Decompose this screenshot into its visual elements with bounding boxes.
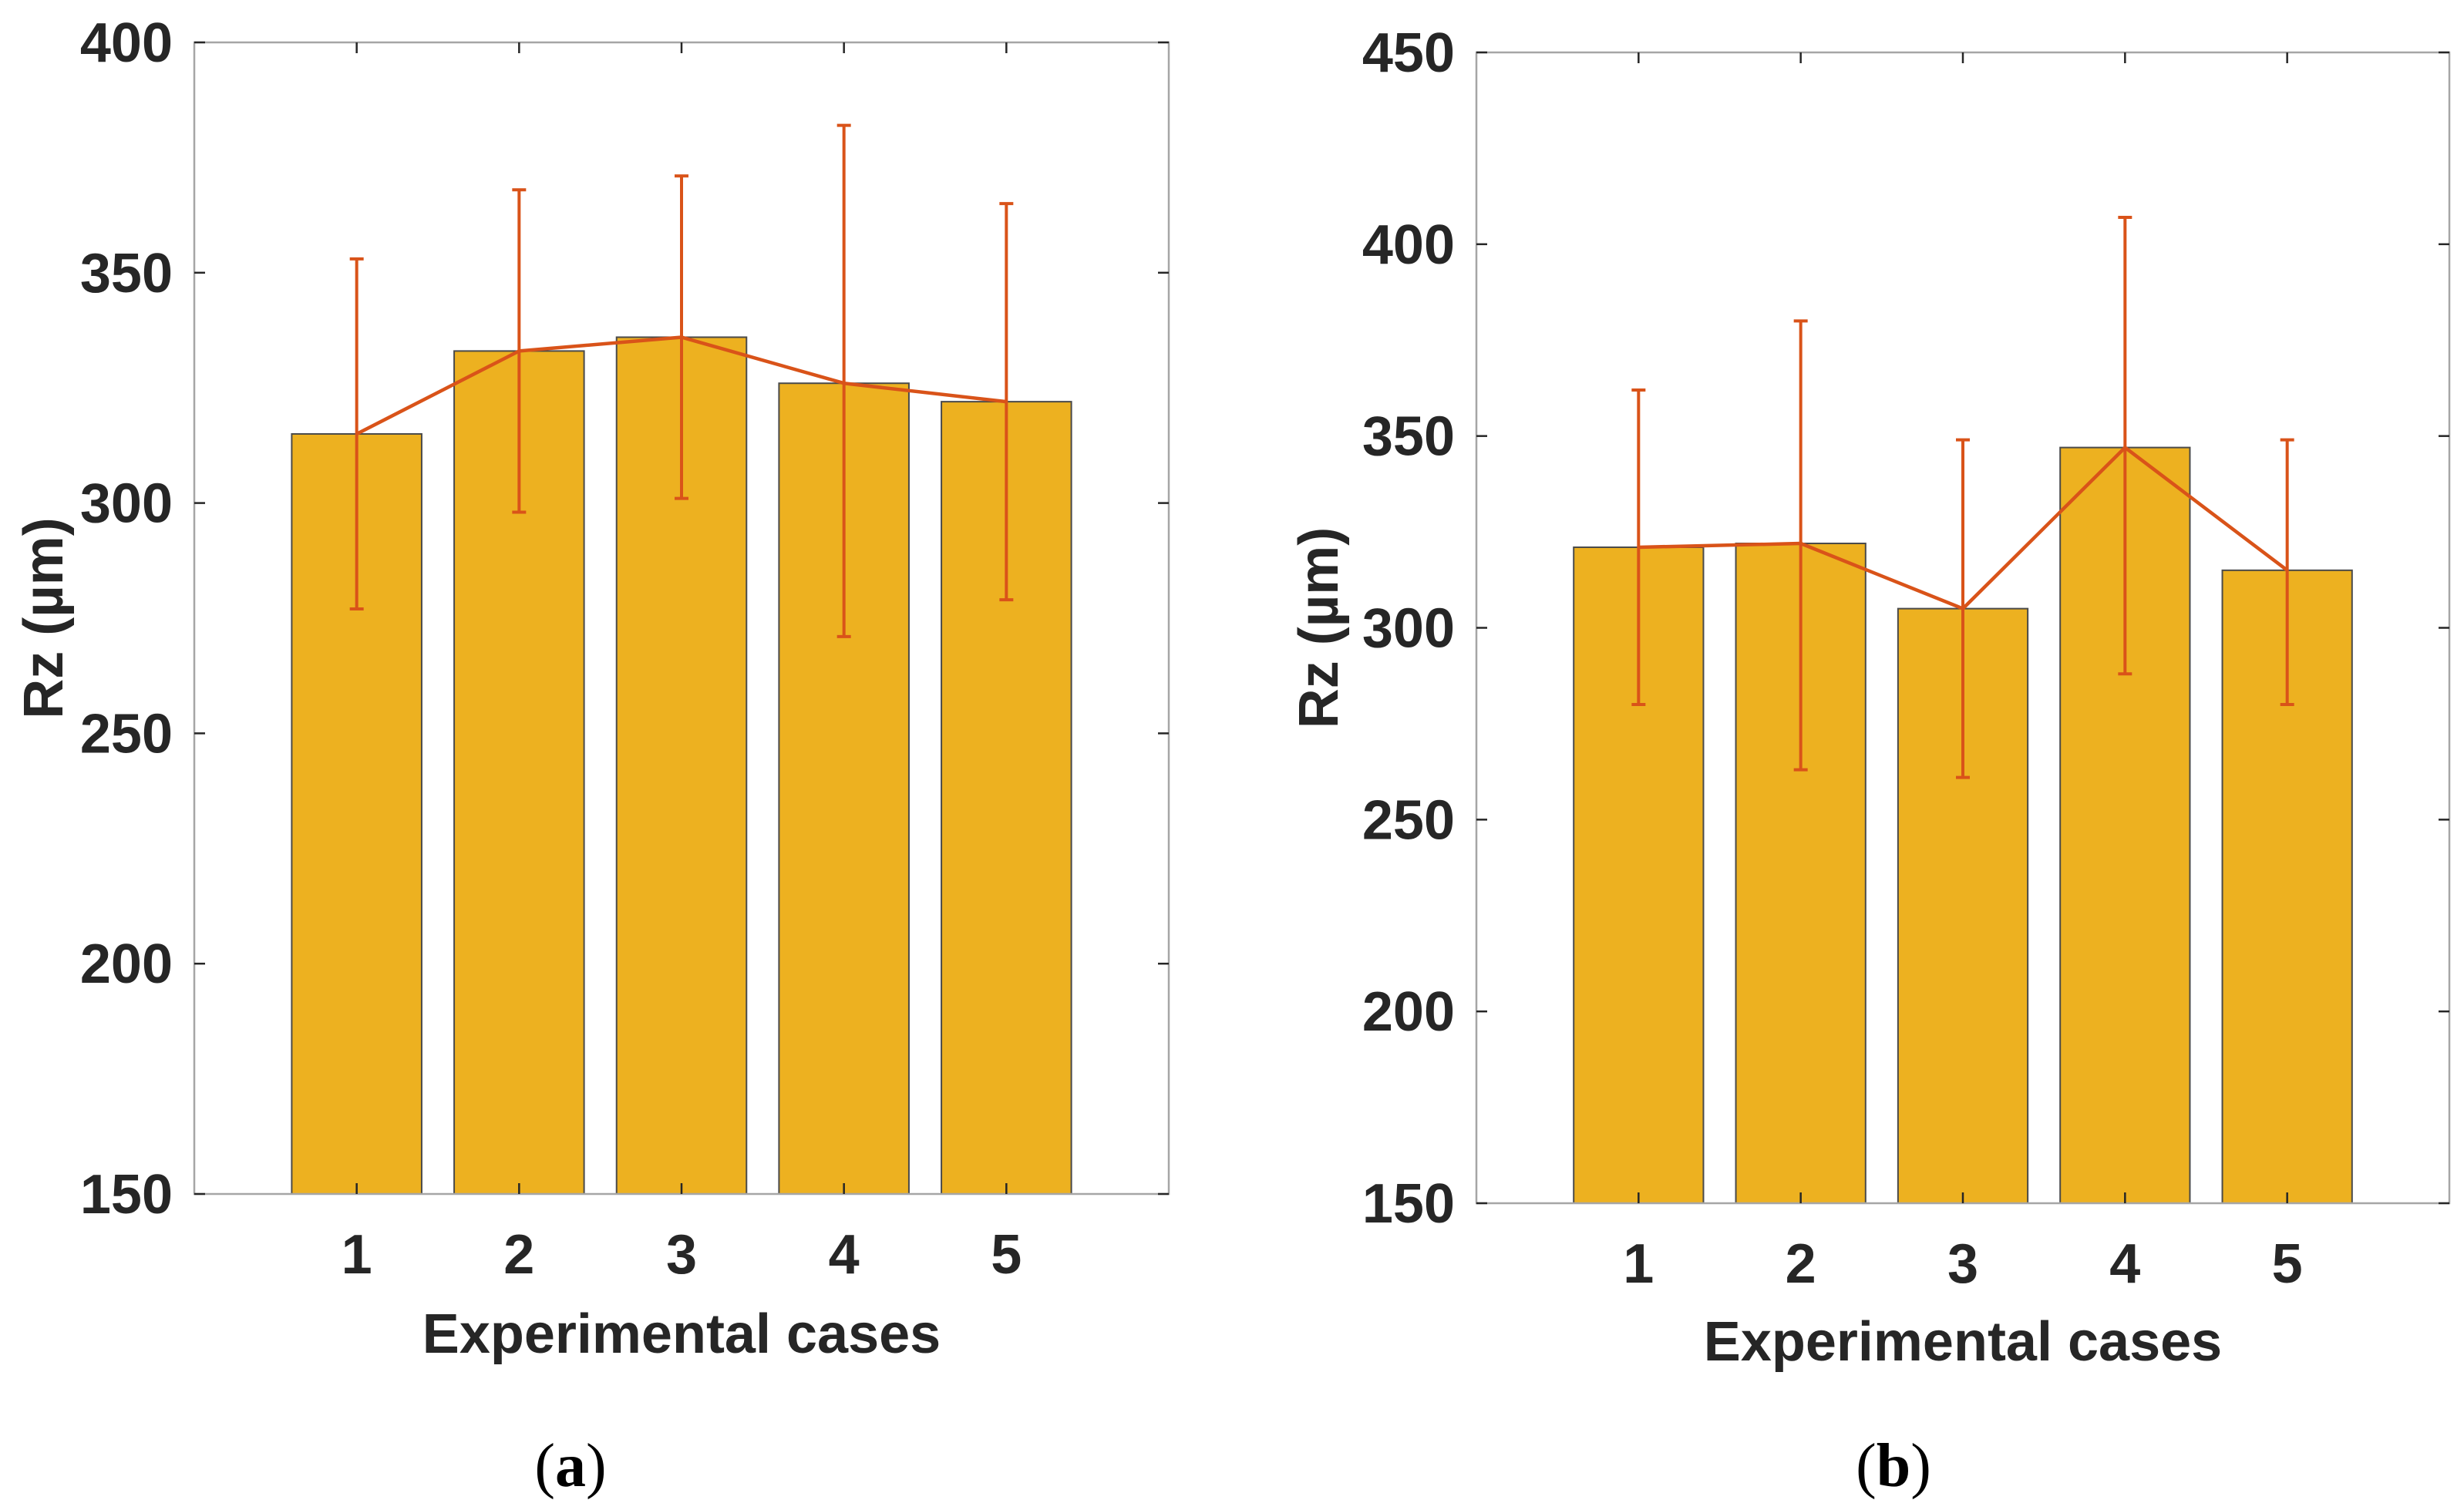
y-tick-label: 350 (80, 243, 173, 304)
trend-line (1638, 446, 2289, 610)
y-tick-label: 350 (1362, 406, 1455, 468)
x-tick-label: 3 (1947, 1233, 1978, 1295)
x-axis-title: Experimental cases (422, 1303, 941, 1365)
y-axis-title: Rz (µm) (1288, 527, 1350, 728)
y-tick-label: 200 (80, 933, 173, 995)
panel-label-a: (a) (534, 1432, 606, 1500)
y-tick-label: 150 (1362, 1173, 1455, 1235)
y-tick-label: 300 (1362, 598, 1455, 660)
y-ticks-group: 150 200 250 300 350 400 450 (1362, 22, 2449, 1235)
chart-panel-b: 150 200 250 300 350 400 450 1 2 3 4 5 Experimental… (1288, 22, 2451, 1500)
errorbars-group (1631, 215, 2294, 779)
x-tick-label: 2 (503, 1224, 534, 1286)
errorbar-case-4 (2118, 215, 2132, 676)
bars-group (1573, 446, 2353, 1204)
y-tick-label: 300 (80, 473, 173, 535)
x-ticks-group: 1 2 3 4 5 (342, 42, 1022, 1286)
panel-label-b: (b) (1856, 1432, 1931, 1500)
y-tick-label: 200 (1362, 981, 1455, 1043)
x-tick-label: 3 (666, 1224, 697, 1286)
y-tick-label: 450 (1362, 22, 1455, 84)
x-axis-title: Experimental cases (1704, 1311, 2222, 1373)
x-tick-label: 4 (2109, 1233, 2140, 1295)
y-tick-label: 400 (80, 12, 173, 74)
y-axis-title: Rz (µm) (13, 517, 75, 718)
x-tick-label: 1 (342, 1224, 372, 1286)
x-tick-label: 2 (1786, 1233, 1816, 1295)
x-tick-label: 5 (991, 1224, 1022, 1286)
errorbar-case-2 (1793, 319, 1808, 772)
y-tick-label: 250 (1362, 789, 1455, 851)
x-tick-label: 1 (1623, 1233, 1654, 1295)
chart-panel-a: 150 200 250 300 350 400 1 2 3 4 5 Experimental ca… (13, 12, 1170, 1500)
errorbar-case-4 (836, 123, 851, 638)
errorbar-case-5 (2280, 438, 2294, 707)
x-tick-label: 5 (2272, 1233, 2303, 1295)
x-tick-label: 4 (829, 1224, 860, 1286)
trend-line (355, 335, 1007, 436)
y-tick-label: 400 (1362, 214, 1455, 276)
y-ticks-group: 150 200 250 300 350 400 (80, 12, 1169, 1226)
x-ticks-group: 1 2 3 4 5 (1623, 52, 2303, 1295)
y-tick-label: 150 (80, 1164, 173, 1226)
y-tick-label: 250 (80, 703, 173, 765)
